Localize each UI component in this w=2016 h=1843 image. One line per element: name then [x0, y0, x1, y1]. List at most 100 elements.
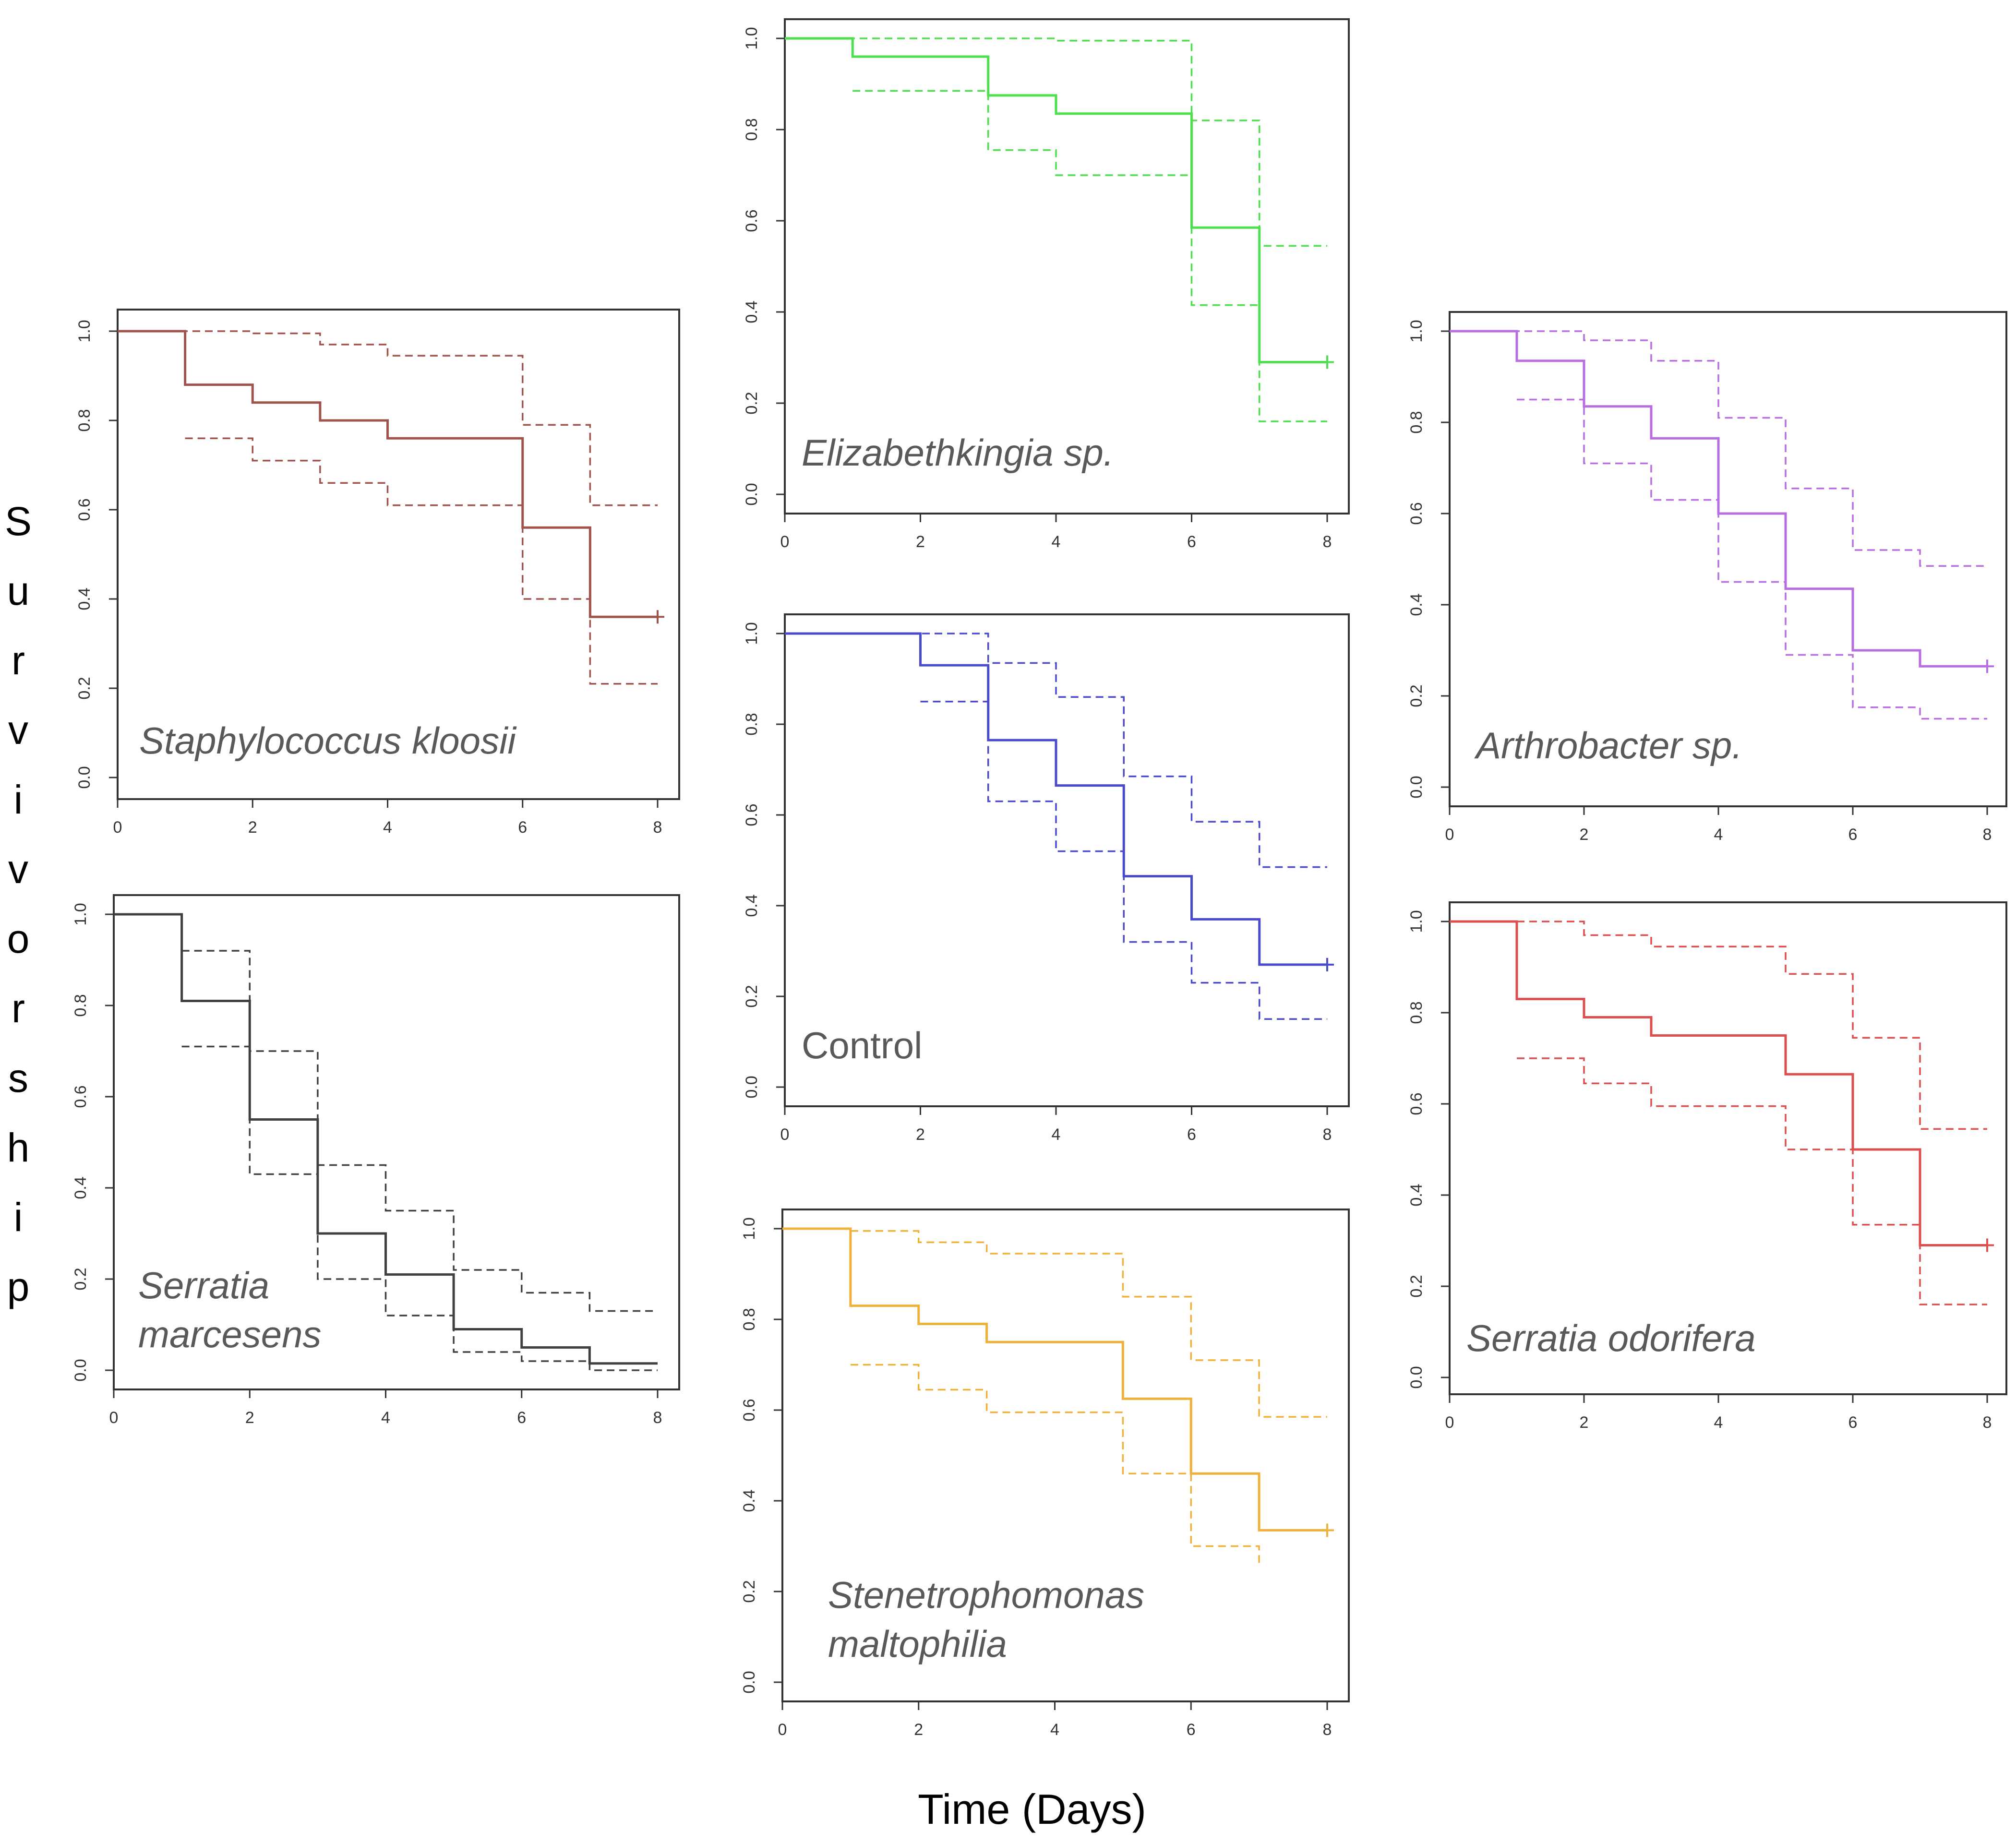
panel-title: Serratia odorifera: [1466, 1317, 1756, 1359]
survival-curve: [118, 330, 658, 618]
y-axis-label-letter: v: [8, 847, 28, 892]
y-tick-label: 0.4: [740, 1489, 758, 1512]
plot-frame: [784, 613, 1350, 1107]
y-tick-label: 0.0: [72, 1359, 90, 1381]
y-tick-label: 0.8: [72, 994, 90, 1017]
y-tick-label: 0.8: [1407, 1001, 1426, 1024]
x-tick-label: 6: [1187, 1721, 1196, 1739]
survival-panel-stenetrophomonas: 0 2 4 6 8 0.0 0.2 0.4 0.6 0.8 1.0 Stenetrophomonas m…: [740, 1209, 1350, 1739]
x-tick-label: 6: [1187, 1125, 1196, 1144]
censor-mark: [1320, 355, 1334, 369]
x-tick-label: 2: [916, 1125, 925, 1144]
plot-frame: [784, 18, 1350, 515]
y-tick-label: 0.6: [743, 803, 761, 826]
censor-mark: [1320, 957, 1334, 971]
x-tick-label: 6: [517, 1409, 526, 1427]
y-tick-label: 1.0: [743, 622, 761, 645]
x-tick-label: 0: [109, 1409, 119, 1427]
upper-ci-curve: [785, 633, 1327, 868]
y-tick-label: 0.4: [743, 894, 761, 917]
y-tick-label: 0.0: [743, 483, 761, 505]
y-tick-label: 1.0: [740, 1217, 758, 1240]
x-tick-label: 4: [1714, 1413, 1723, 1432]
y-tick-label: 0.6: [743, 209, 761, 232]
lower-ci-curve: [1517, 398, 1987, 720]
y-tick-label: 0.4: [743, 300, 761, 323]
y-axis-label-letter: r: [12, 986, 25, 1031]
censor-mark: [1980, 659, 1994, 673]
x-tick-label: 2: [245, 1409, 254, 1427]
x-tick-label: 8: [1323, 1125, 1332, 1144]
y-tick-label: 0.4: [1407, 1184, 1426, 1206]
x-tick-label: 0: [1445, 826, 1454, 844]
panel-title: Control: [802, 1024, 922, 1066]
x-tick-label: 8: [653, 1409, 662, 1427]
x-tick-label: 8: [653, 818, 662, 837]
survival-panel-elizabethkingia: 0 2 4 6 8 0.0 0.2 0.4 0.6 0.8 1.0 Elizabethkingia s…: [743, 18, 1350, 551]
x-tick-label: 0: [1445, 1413, 1454, 1432]
x-tick-label: 0: [780, 533, 790, 551]
y-tick-label: 0.2: [743, 392, 761, 414]
y-tick-label: 1.0: [1407, 910, 1426, 933]
x-tick-label: 2: [1580, 1413, 1589, 1432]
y-tick-label: 0.2: [1407, 1275, 1426, 1297]
y-tick-label: 0.0: [1407, 776, 1426, 798]
y-axis-label-letter: i: [14, 1195, 23, 1240]
x-tick-label: 8: [1323, 533, 1332, 551]
upper-ci-curve: [1517, 921, 1987, 1130]
y-tick-label: 0.6: [72, 1085, 90, 1108]
y-axis-label-letter: i: [14, 777, 23, 822]
survival-curve: [782, 1227, 1327, 1532]
x-tick-label: 4: [1052, 533, 1061, 551]
y-axis-label-letter: s: [8, 1055, 28, 1101]
lower-ci-curve: [850, 1364, 1260, 1565]
y-tick-label: 0.8: [75, 409, 94, 431]
y-tick-label: 0.6: [1407, 1092, 1426, 1115]
panel-title: Staphylococcus kloosii: [139, 719, 517, 762]
x-axis-label: Time (Days): [918, 1785, 1146, 1833]
panel-title: Arthrobacter sp.: [1474, 724, 1742, 766]
x-tick-label: 8: [1983, 826, 1992, 844]
x-tick-label: 0: [778, 1721, 787, 1739]
survival-curve: [1450, 920, 1987, 1246]
x-tick-label: 8: [1323, 1721, 1332, 1739]
y-tick-label: 0.0: [75, 766, 94, 789]
survival-curve: [785, 632, 1327, 966]
panel-title: Elizabethkingia sp.: [802, 431, 1114, 474]
y-tick-label: 0.4: [72, 1176, 90, 1199]
y-tick-label: 0.2: [72, 1268, 90, 1290]
survival-curve: [1450, 330, 1987, 668]
y-tick-label: 1.0: [743, 27, 761, 49]
y-tick-label: 0.8: [743, 713, 761, 735]
lower-ci-curve: [920, 701, 1327, 1020]
survival-panel-arthrobacter: 0 2 4 6 8 0.0 0.2 0.4 0.6 0.8 1.0 Arthrobacter sp.: [1407, 311, 2007, 844]
x-tick-label: 8: [1983, 1413, 1992, 1432]
x-tick-label: 2: [914, 1721, 923, 1739]
plot-frame: [781, 1209, 1350, 1702]
x-tick-label: 4: [1050, 1721, 1059, 1739]
y-tick-label: 0.2: [743, 985, 761, 1007]
upper-ci-curve: [118, 330, 658, 506]
y-axis-label-letter: u: [7, 568, 30, 613]
x-tick-label: 2: [1580, 826, 1589, 844]
y-tick-label: 1.0: [75, 320, 94, 342]
y-axis-label-letter: h: [7, 1125, 30, 1170]
x-tick-label: 0: [780, 1125, 790, 1144]
survival-panel-control: 0 2 4 6 8 0.0 0.2 0.4 0.6 0.8 1.0 Control: [743, 613, 1350, 1144]
panel-title: Stenetrophomonas: [828, 1574, 1144, 1616]
plot-frame: [113, 894, 680, 1390]
y-tick-label: 0.6: [740, 1399, 758, 1421]
y-tick-label: 0.0: [1407, 1366, 1426, 1388]
upper-ci-curve: [785, 37, 1327, 247]
x-tick-label: 4: [1052, 1125, 1061, 1144]
y-tick-label: 0.2: [1407, 684, 1426, 707]
x-tick-label: 4: [1714, 826, 1723, 844]
y-tick-label: 1.0: [72, 903, 90, 925]
x-tick-label: 6: [1187, 533, 1196, 551]
y-tick-label: 0.0: [740, 1671, 758, 1693]
lower-ci-curve: [185, 437, 658, 685]
survival-curve: [785, 37, 1327, 363]
x-tick-label: 4: [383, 818, 392, 837]
